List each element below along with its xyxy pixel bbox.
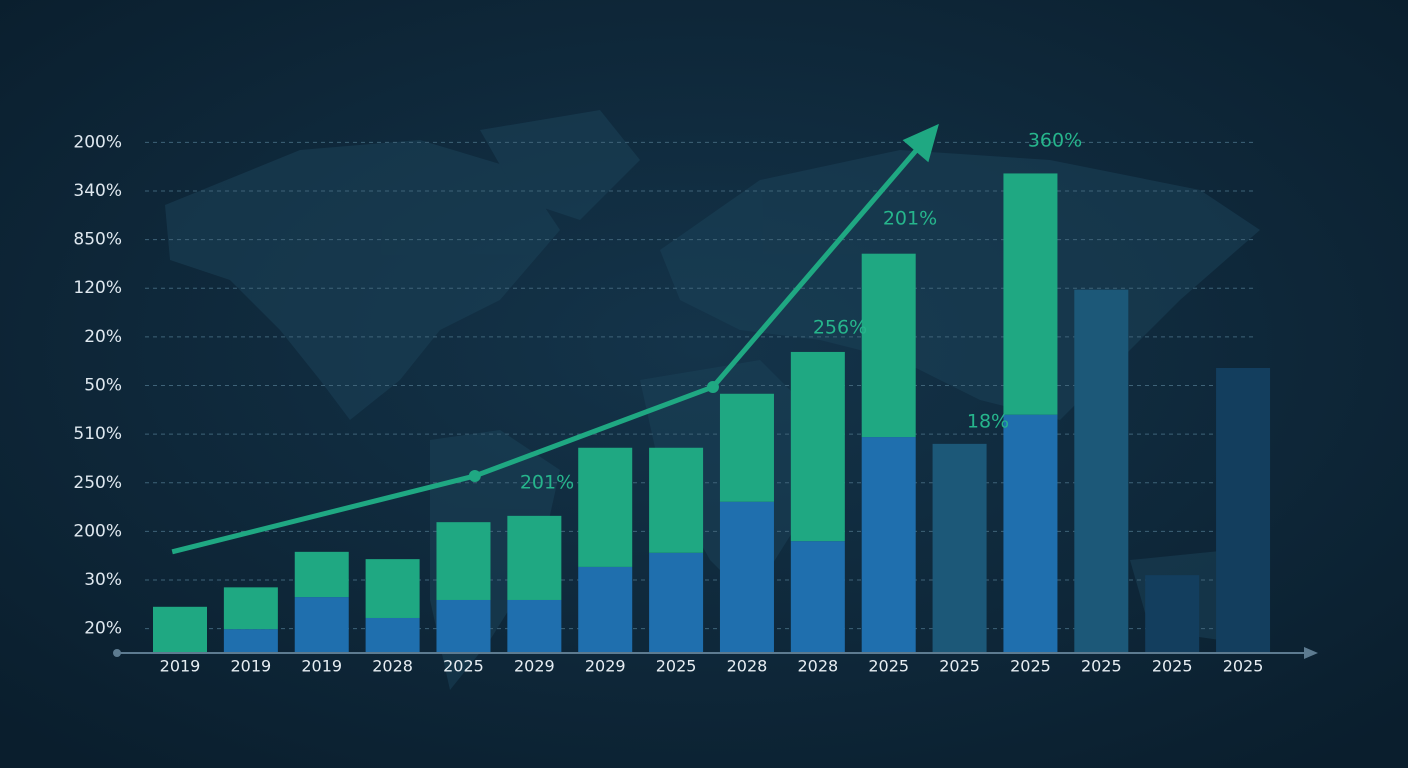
- annotation: 201%: [520, 472, 574, 494]
- x-tick-label: 2025: [1081, 657, 1122, 676]
- bar-segment: [294, 597, 349, 653]
- x-tick-label: 2025: [1152, 657, 1193, 676]
- x-tick-label: 2019: [301, 657, 342, 676]
- bar-segment: [1074, 289, 1129, 653]
- bar-segment: [719, 501, 774, 653]
- y-tick-label: 20%: [84, 619, 122, 639]
- y-tick-label: 120%: [73, 278, 122, 298]
- x-tick-label: 2029: [514, 657, 555, 676]
- trend-arrowhead: [902, 123, 939, 163]
- y-tick-label: 200%: [73, 132, 122, 152]
- axis-arrow: [1304, 647, 1318, 659]
- y-tick-label: 510%: [73, 424, 122, 444]
- bar-segment: [223, 587, 278, 630]
- x-tick-label: 2019: [160, 657, 201, 676]
- annotation: 18%: [967, 411, 1009, 433]
- bar-segment: [1145, 575, 1200, 653]
- y-tick-label: 200%: [73, 521, 122, 541]
- x-tick-label: 2025: [443, 657, 484, 676]
- annotation: 256%: [813, 317, 867, 339]
- bars: [153, 173, 1271, 653]
- x-tick-label: 2028: [727, 657, 768, 676]
- bar-segment: [365, 617, 420, 653]
- bar-segment: [932, 443, 987, 653]
- y-tick-label: 340%: [73, 181, 122, 201]
- y-tick-label: 20%: [84, 327, 122, 347]
- axis-origin: [113, 649, 121, 657]
- trend-line: [171, 132, 932, 555]
- bar-segment: [1003, 414, 1058, 653]
- bar-segment: [436, 522, 491, 600]
- y-tick-label: 850%: [73, 230, 122, 250]
- trend-point: [468, 469, 481, 482]
- bar-segment: [719, 393, 774, 502]
- bar-segment: [436, 599, 491, 653]
- y-tick-label: 50%: [84, 376, 122, 396]
- bar-segment: [649, 552, 704, 653]
- x-tick-label: 2025: [868, 657, 909, 676]
- x-tick-label: 2029: [585, 657, 626, 676]
- y-tick-label: 30%: [84, 570, 122, 590]
- bar-segment: [365, 559, 420, 618]
- bar-segment: [578, 447, 633, 567]
- bar-segment: [294, 551, 349, 598]
- bar-segment: [507, 599, 562, 653]
- bar-segment: [790, 351, 845, 542]
- trend-point: [706, 380, 719, 393]
- x-tick-label: 2028: [372, 657, 413, 676]
- bar-segment: [153, 606, 207, 653]
- x-tick-label: 2025: [1010, 657, 1051, 676]
- bar-segment: [1003, 173, 1058, 415]
- bar-segment: [790, 541, 845, 653]
- bar-segment: [861, 437, 916, 653]
- bar-segment: [649, 447, 704, 553]
- x-tick-label: 2028: [797, 657, 838, 676]
- bar-segment: [507, 515, 562, 600]
- x-tick-label: 2019: [231, 657, 272, 676]
- bar-segment: [578, 566, 633, 653]
- annotation: 360%: [1028, 130, 1082, 152]
- x-tick-label: 2025: [939, 657, 980, 676]
- bar-segment: [861, 253, 916, 438]
- annotation: 201%: [883, 208, 937, 230]
- x-tick-label: 2025: [656, 657, 697, 676]
- y-tick-label: 250%: [73, 473, 122, 493]
- bar-segment: [1216, 367, 1271, 653]
- bar-segment: [223, 629, 278, 653]
- x-tick-label: 2025: [1223, 657, 1264, 676]
